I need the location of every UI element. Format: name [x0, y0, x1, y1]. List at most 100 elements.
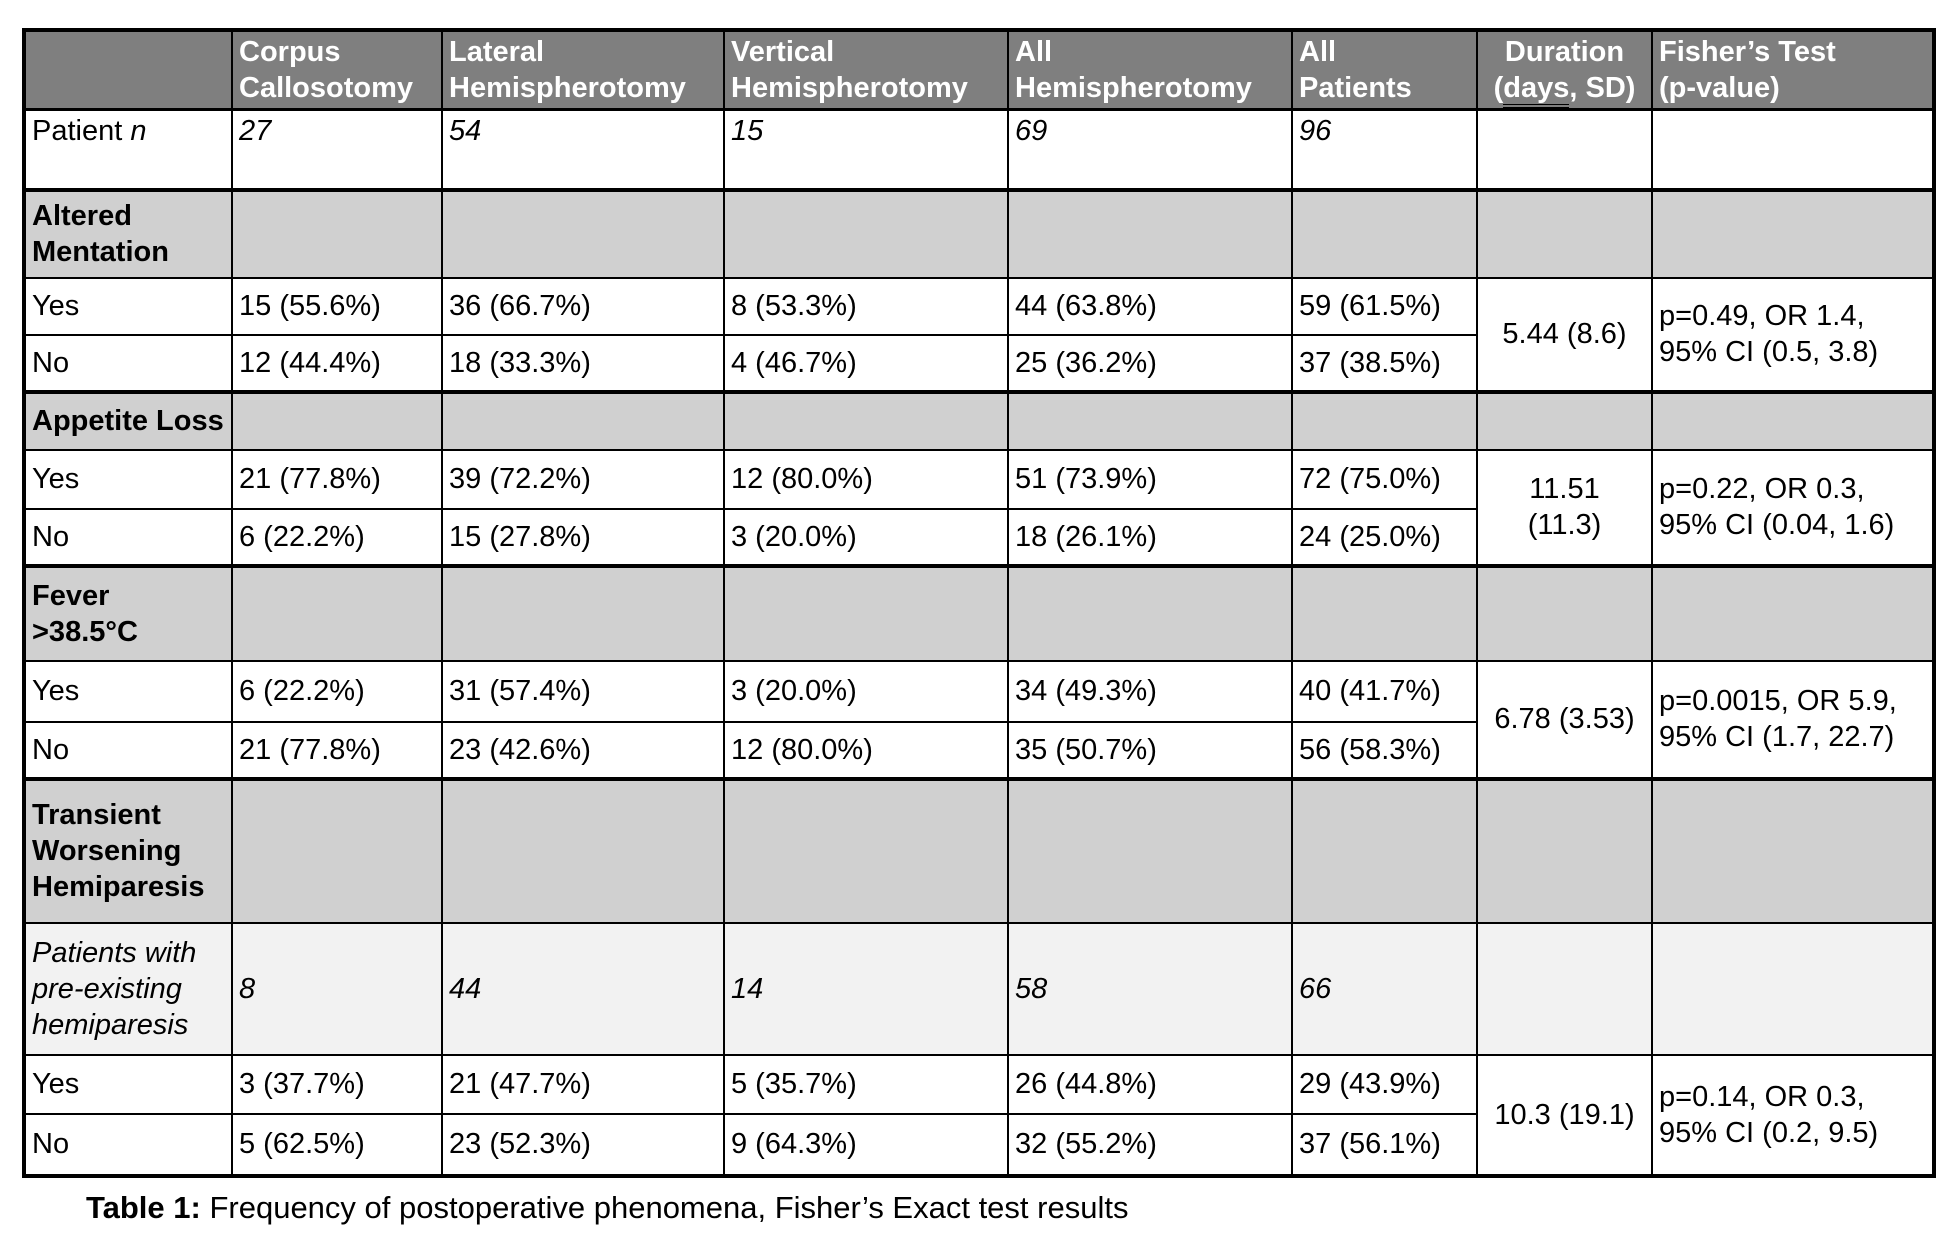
empty-cell: [231, 187, 443, 279]
section-title-line: Transient: [32, 799, 161, 831]
transient-no-row: No 5 (62.5%) 23 (52.3%) 9 (64.3%) 32 (55…: [23, 1112, 1934, 1177]
value-cell: 21 (77.8%): [231, 448, 443, 510]
fisher-line: 95% CI (0.5, 3.8): [1659, 336, 1879, 368]
value-cell: 66: [1291, 921, 1478, 1056]
preexisting-hemiparesis-row: Patients with pre-existing hemiparesis 8 4…: [23, 921, 1935, 1056]
empty-cell: [723, 389, 1009, 451]
empty-cell: [723, 776, 1009, 924]
empty-cell: [441, 563, 725, 662]
value-cell: 6 (22.2%): [231, 507, 443, 567]
empty-cell: [1476, 563, 1653, 662]
header-line: Duration: [1504, 36, 1625, 68]
row-label-yes: Yes: [23, 1053, 233, 1115]
value-cell: 9 (64.3%): [723, 1112, 1009, 1177]
value-cell: 31 (57.4%): [441, 659, 725, 723]
value-cell: 4 (46.7%): [723, 333, 1009, 393]
value-cell: 59 (61.5%): [1291, 276, 1478, 336]
fisher-cell-transient: p=0.14, OR 0.3, 95% CI (0.2, 9.5): [1651, 1053, 1935, 1177]
fisher-cell-fever: p=0.0015, OR 5.9, 95% CI (1.7, 22.7): [1651, 659, 1935, 780]
altered-no-row: No 12 (44.4%) 18 (33.3%) 4 (46.7%) 25 (3…: [23, 333, 1934, 393]
section-label-altered-mentation: Altered Mentation: [23, 187, 233, 279]
table-caption: Table 1: Frequency of postoperative phen…: [86, 1188, 1950, 1228]
empty-cell: [231, 563, 443, 662]
row-label-no: No: [23, 1112, 233, 1177]
section-title-line: Worsening: [32, 835, 182, 867]
value-cell: 37 (38.5%): [1291, 333, 1478, 393]
column-header-vertical-hemispherotomy: Vertical Hemispherotomy: [723, 29, 1009, 111]
value-cell: 36 (66.7%): [441, 276, 725, 336]
fisher-line: 95% CI (0.2, 9.5): [1659, 1116, 1879, 1149]
empty-cell: [1291, 187, 1478, 279]
caption-text: Frequency of postoperative phenomena, Fi…: [200, 1189, 1129, 1225]
empty-cell: [1291, 563, 1478, 662]
value-cell: 18 (33.3%): [441, 333, 725, 393]
duration-line: 11.51: [1529, 473, 1600, 505]
fisher-line: p=0.49, OR 1.4,: [1659, 300, 1865, 332]
value-cell: 15 (27.8%): [441, 507, 725, 567]
row-label-yes: Yes: [23, 276, 233, 336]
header-line: All: [1299, 36, 1337, 68]
header-line: Hemispherotomy: [1015, 72, 1252, 104]
empty-cell: [1476, 108, 1653, 191]
duration-cell-transient: 10.3 (19.1): [1476, 1053, 1653, 1177]
header-line: Fisher’s Test: [1659, 36, 1836, 68]
empty-cell: [1651, 776, 1935, 924]
header-line: Hemispherotomy: [449, 72, 686, 104]
value-cell: 35 (50.7%): [1007, 720, 1293, 780]
value-cell: 23 (52.3%): [441, 1112, 725, 1177]
value-cell: 54: [441, 108, 725, 191]
column-header-fishers-test: Fisher’s Test (p-value): [1651, 29, 1935, 111]
empty-cell: [441, 389, 725, 451]
section-title-line: >38.5°C: [32, 615, 138, 648]
column-header-lateral-hemispherotomy: Lateral Hemispherotomy: [441, 29, 725, 111]
value-cell: 8 (53.3%): [723, 276, 1009, 336]
value-cell: 39 (72.2%): [441, 448, 725, 510]
section-label-transient-hemiparesis: Transient Worsening Hemiparesis: [23, 776, 233, 924]
empty-cell: [1291, 776, 1478, 924]
row-label-no: No: [23, 720, 233, 780]
value-cell: 40 (41.7%): [1291, 659, 1478, 723]
section-row-appetite-loss: Appetite Loss: [23, 389, 1935, 451]
empty-cell: [1476, 389, 1653, 451]
value-cell: 12 (44.4%): [231, 333, 443, 393]
row-label-no: No: [23, 507, 233, 567]
section-title-line: Hemiparesis: [32, 871, 205, 903]
value-cell: 29 (43.9%): [1291, 1053, 1478, 1115]
value-cell: 25 (36.2%): [1007, 333, 1293, 393]
value-cell: 14: [723, 921, 1009, 1056]
value-cell: 27: [231, 108, 443, 191]
empty-cell: [1007, 389, 1293, 451]
fisher-cell-altered: p=0.49, OR 1.4, 95% CI (0.5, 3.8): [1651, 276, 1935, 393]
fisher-line: 95% CI (0.04, 1.6): [1659, 509, 1895, 541]
value-cell: 5 (62.5%): [231, 1112, 443, 1177]
empty-cell: [1476, 187, 1653, 279]
section-row-fever: Fever >38.5°C: [23, 563, 1935, 662]
fisher-line: p=0.14, OR 0.3,: [1659, 1080, 1865, 1113]
row-label-no: No: [23, 333, 233, 393]
altered-yes-row: Yes 15 (55.6%) 36 (66.7%) 8 (53.3%) 44 (…: [23, 276, 1935, 393]
section-title-line: Fever: [32, 579, 110, 612]
value-cell: 15 (55.6%): [231, 276, 443, 336]
section-row-transient-hemiparesis: Transient Worsening Hemiparesis: [23, 776, 1935, 924]
duration-cell-appetite: 11.51 (11.3): [1476, 448, 1653, 567]
duration-cell-fever: 6.78 (3.53): [1476, 659, 1653, 780]
patient-n-italic: n: [130, 115, 147, 147]
empty-cell: [1007, 563, 1293, 662]
duration-paren: (: [1493, 72, 1504, 104]
value-cell: 21 (77.8%): [231, 720, 443, 780]
column-header-all-hemispherotomy: All Hemispherotomy: [1007, 29, 1293, 111]
value-cell: 3 (20.0%): [723, 507, 1009, 567]
value-cell: 37 (56.1%): [1291, 1112, 1478, 1177]
patient-label: Patient: [32, 115, 131, 147]
fisher-cell-appetite: p=0.22, OR 0.3, 95% CI (0.04, 1.6): [1651, 448, 1935, 567]
fisher-line: p=0.22, OR 0.3,: [1659, 473, 1865, 505]
value-cell: 24 (25.0%): [1291, 507, 1478, 567]
empty-cell: [1007, 187, 1293, 279]
empty-cell: [231, 776, 443, 924]
value-cell: 58: [1007, 921, 1293, 1056]
value-cell: 23 (42.6%): [441, 720, 725, 780]
preexisting-label-line: pre-existing: [32, 972, 182, 1005]
value-cell: 26 (44.8%): [1007, 1053, 1293, 1115]
empty-cell: [1651, 921, 1935, 1056]
